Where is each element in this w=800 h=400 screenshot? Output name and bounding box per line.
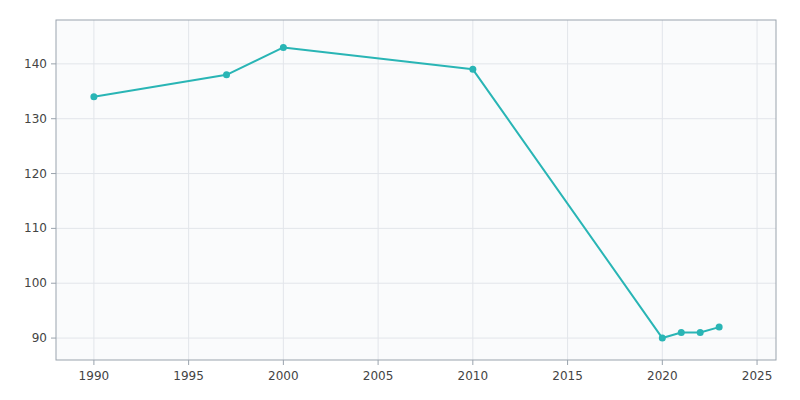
x-grid-line (757, 20, 758, 360)
data-group (90, 44, 722, 342)
y-tick-label: 140 (24, 57, 47, 71)
chart-svg: 1990 1995 2000 2005 2010 2015 2020 2025 90 100 110… (0, 0, 800, 400)
data-point (90, 93, 97, 100)
x-tick-label: 2020 (647, 369, 678, 383)
plot-background (56, 20, 776, 360)
chart-container: 1990 1995 2000 2005 2010 2015 2020 2025 90 100 110… (0, 0, 800, 400)
y-tick-label: 130 (24, 112, 47, 126)
y-tick (51, 63, 56, 64)
x-tick-label: 2000 (268, 369, 299, 383)
x-tick-label: 1995 (173, 369, 204, 383)
x-grid-line (283, 20, 284, 360)
plot-frame (56, 20, 776, 360)
x-grid-line (662, 20, 663, 360)
y-grid-line (56, 338, 776, 339)
data-point (659, 335, 666, 342)
y-tick (51, 173, 56, 174)
x-tick-label: 1990 (79, 369, 110, 383)
x-grid-line (188, 20, 189, 360)
y-tick-label: 110 (24, 221, 47, 235)
x-grid-line (378, 20, 379, 360)
x-tick (662, 360, 663, 365)
x-tick-label: 2015 (552, 369, 583, 383)
x-tick-label: 2005 (363, 369, 394, 383)
data-point (469, 66, 476, 73)
y-grid-line (56, 118, 776, 119)
x-tick (188, 360, 189, 365)
data-point (716, 324, 723, 331)
y-grid-line (56, 173, 776, 174)
x-tick-label: 2010 (458, 369, 489, 383)
x-tick-label: 2025 (742, 369, 773, 383)
y-tick-label: 100 (24, 276, 47, 290)
y-grid-line (56, 283, 776, 284)
x-tick (283, 360, 284, 365)
x-tick (472, 360, 473, 365)
y-tick (51, 338, 56, 339)
data-point (280, 44, 287, 51)
y-tick (51, 118, 56, 119)
data-point (678, 329, 685, 336)
y-grid-line (56, 228, 776, 229)
data-point (697, 329, 704, 336)
y-tick (51, 283, 56, 284)
x-grid-line (567, 20, 568, 360)
x-tick (567, 360, 568, 365)
grid (56, 20, 776, 360)
x-tick (378, 360, 379, 365)
x-tick (757, 360, 758, 365)
data-line (94, 47, 719, 338)
x-tick (93, 360, 94, 365)
x-grid-line (93, 20, 94, 360)
data-point (223, 71, 230, 78)
y-tick (51, 228, 56, 229)
y-tick-label: 90 (32, 331, 47, 345)
y-tick-label: 120 (24, 167, 47, 181)
